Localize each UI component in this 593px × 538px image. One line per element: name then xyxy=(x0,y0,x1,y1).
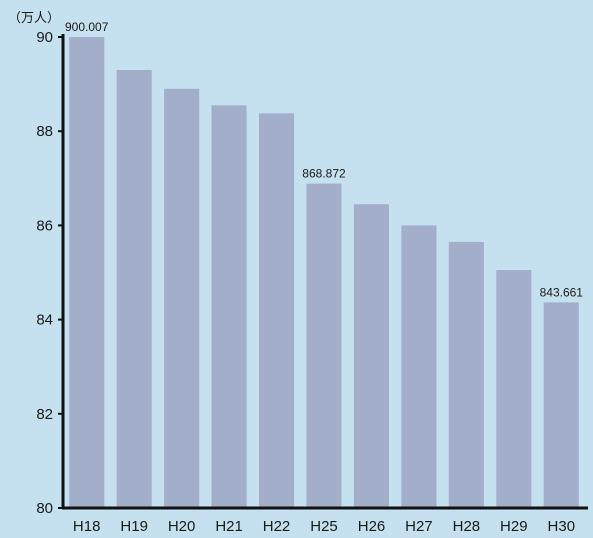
bar-H20 xyxy=(164,88,200,509)
y-tick-label-88: 88 xyxy=(36,123,53,140)
bar-H27 xyxy=(401,225,437,508)
bar-H28 xyxy=(448,241,484,508)
y-tick-label-80: 80 xyxy=(36,500,53,517)
bar-H29 xyxy=(496,270,532,508)
x-axis-ticks: H18 H19 H20 H21 H22 H25 H26 H27 H28 H29 H30 xyxy=(73,518,575,535)
y-tick-label-82: 82 xyxy=(36,406,53,423)
x-tick-label-H22: H22 xyxy=(263,518,291,535)
x-tick-label-H30: H30 xyxy=(548,518,576,535)
data-label-H25: 868.872 xyxy=(302,167,346,181)
bar-H18 xyxy=(69,37,105,508)
bar-H21 xyxy=(211,105,247,509)
bars-group xyxy=(69,37,579,509)
data-labels-group: 900.007 868.872 843.661 xyxy=(65,20,583,299)
data-label-H30: 843.661 xyxy=(540,285,584,299)
data-label-H18: 900.007 xyxy=(65,20,109,34)
x-tick-label-H26: H26 xyxy=(358,518,386,535)
x-tick-label-H27: H27 xyxy=(405,518,433,535)
unit-label: （万人） xyxy=(8,10,60,25)
x-tick-label-H18: H18 xyxy=(73,518,101,535)
x-tick-label-H21: H21 xyxy=(215,518,243,535)
bar-H25 xyxy=(306,183,342,508)
bar-H22 xyxy=(259,113,295,509)
y-tick-label-84: 84 xyxy=(36,312,53,329)
bar-H30 xyxy=(543,302,579,508)
x-tick-label-H25: H25 xyxy=(310,518,338,535)
x-tick-label-H20: H20 xyxy=(168,518,196,535)
y-axis-ticks: 80 82 84 86 88 90 xyxy=(36,29,63,517)
bar-H19 xyxy=(116,70,152,508)
y-tick-label-86: 86 xyxy=(36,217,53,234)
x-tick-label-H29: H29 xyxy=(500,518,528,535)
x-tick-label-H19: H19 xyxy=(120,518,148,535)
bar-H26 xyxy=(353,204,389,508)
y-tick-label-90: 90 xyxy=(36,29,53,46)
x-tick-label-H28: H28 xyxy=(453,518,481,535)
